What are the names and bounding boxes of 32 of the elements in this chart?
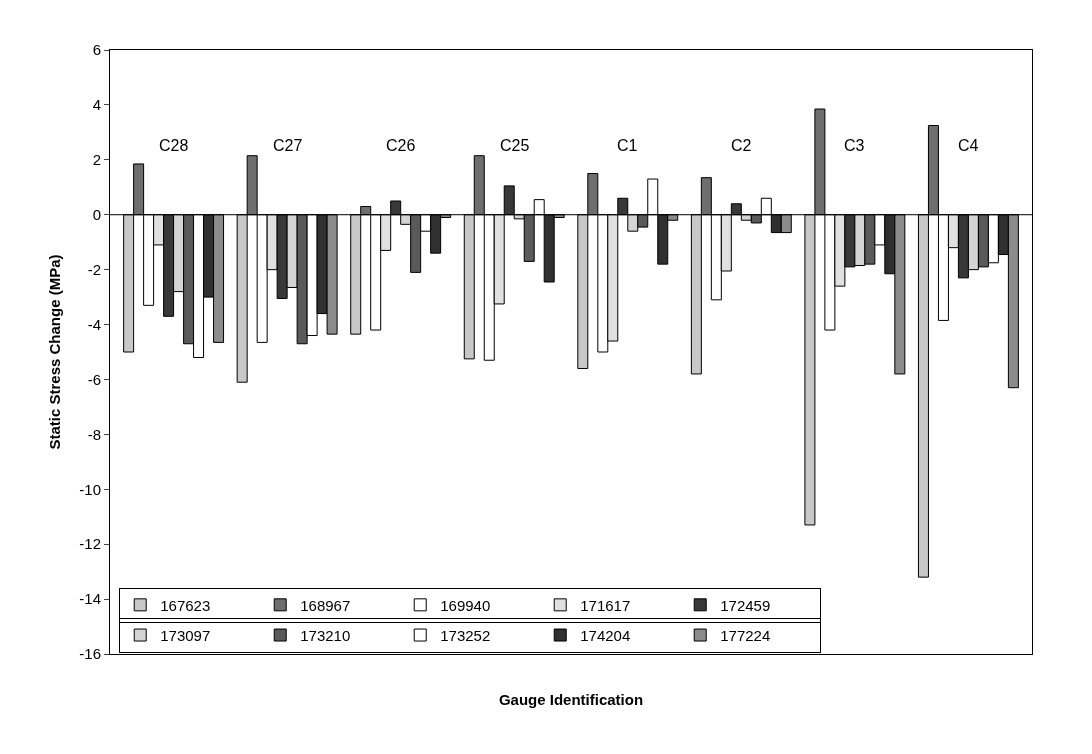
legend-label: 173097 <box>160 626 211 644</box>
x-tick-label: C4 <box>958 137 979 154</box>
legend-label: 172459 <box>720 596 771 614</box>
x-tick-label: C27 <box>273 137 303 154</box>
legend-label: 174204 <box>580 626 631 644</box>
y-tick-label: 4 <box>92 96 101 114</box>
y-tick-label: -2 <box>87 260 101 278</box>
legend-label: 171617 <box>580 596 631 614</box>
y-tick-label: -6 <box>87 370 101 388</box>
legend-label: 177224 <box>720 626 771 644</box>
legend-label: 173210 <box>300 626 351 644</box>
x-tick-label: C25 <box>500 137 530 154</box>
x-tick-label: C3 <box>844 137 865 154</box>
y-tick-label: -12 <box>79 535 101 553</box>
legend-label: 173252 <box>440 626 491 644</box>
y-tick-label: -14 <box>79 590 101 608</box>
x-tick-label: C26 <box>386 137 416 154</box>
y-tick-label: -4 <box>87 315 101 333</box>
y-tick-label: -16 <box>79 645 101 663</box>
legend-label: 167623 <box>160 596 211 614</box>
x-tick-label: C1 <box>617 137 638 154</box>
y-tick-label: -10 <box>79 480 101 498</box>
legend-label: 169940 <box>440 596 491 614</box>
y-axis-title: Static Stress Change (MPa) <box>45 254 63 450</box>
x-tick-label: C28 <box>159 137 189 154</box>
y-tick-label: 6 <box>92 41 101 59</box>
y-tick-label: 0 <box>92 205 101 223</box>
y-tick-label: -8 <box>87 425 101 443</box>
x-axis-title: Gauge Identification <box>498 691 644 708</box>
x-tick-label: C2 <box>731 137 752 154</box>
legend-label: 168967 <box>300 596 351 614</box>
y-tick-label: 2 <box>92 151 101 169</box>
